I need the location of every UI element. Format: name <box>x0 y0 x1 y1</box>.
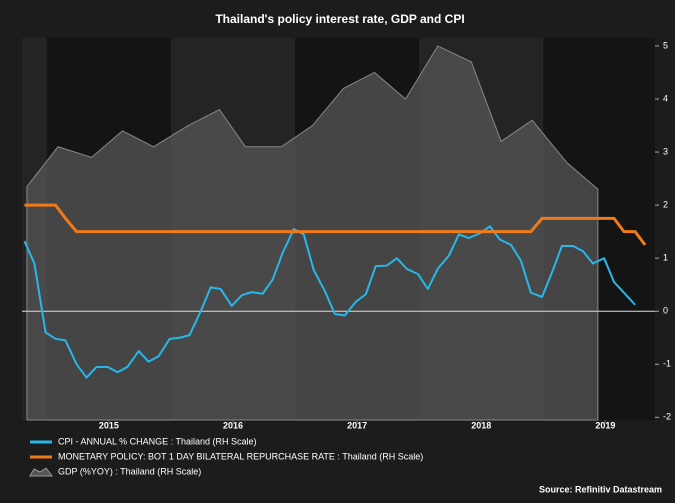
legend-label: GDP (%YOY) : Thailand (RH Scale) <box>58 466 201 476</box>
x-tick-label: 2019 <box>595 420 615 430</box>
y-tick-label: 1 <box>663 253 668 263</box>
x-tick-label: 2018 <box>471 420 491 430</box>
y-tick-label: 3 <box>663 146 668 156</box>
y-tick-label: -2 <box>663 412 671 422</box>
x-tick-label: 2015 <box>99 420 119 430</box>
x-tick-label: 2017 <box>347 420 367 430</box>
series-line <box>24 203 647 246</box>
legend-swatch <box>29 467 53 477</box>
y-tick-label: -1 <box>663 359 671 369</box>
y-tick-label: 0 <box>663 306 668 316</box>
legend-label: CPI - ANNUAL % CHANGE : Thailand (RH Sca… <box>58 436 257 446</box>
legend-label: MONETARY POLICY: BOT 1 DAY BILATERAL REP… <box>58 451 423 461</box>
series-line <box>23 225 636 379</box>
x-tick-label: 2016 <box>223 420 243 430</box>
source: Source: Refinitiv Datastream <box>539 484 662 494</box>
y-tick-label: 4 <box>663 93 668 103</box>
y-tick-label: 5 <box>663 40 668 50</box>
chart-title: Thailand's policy interest rate, GDP and… <box>215 12 464 26</box>
y-tick-label: 2 <box>663 200 668 210</box>
